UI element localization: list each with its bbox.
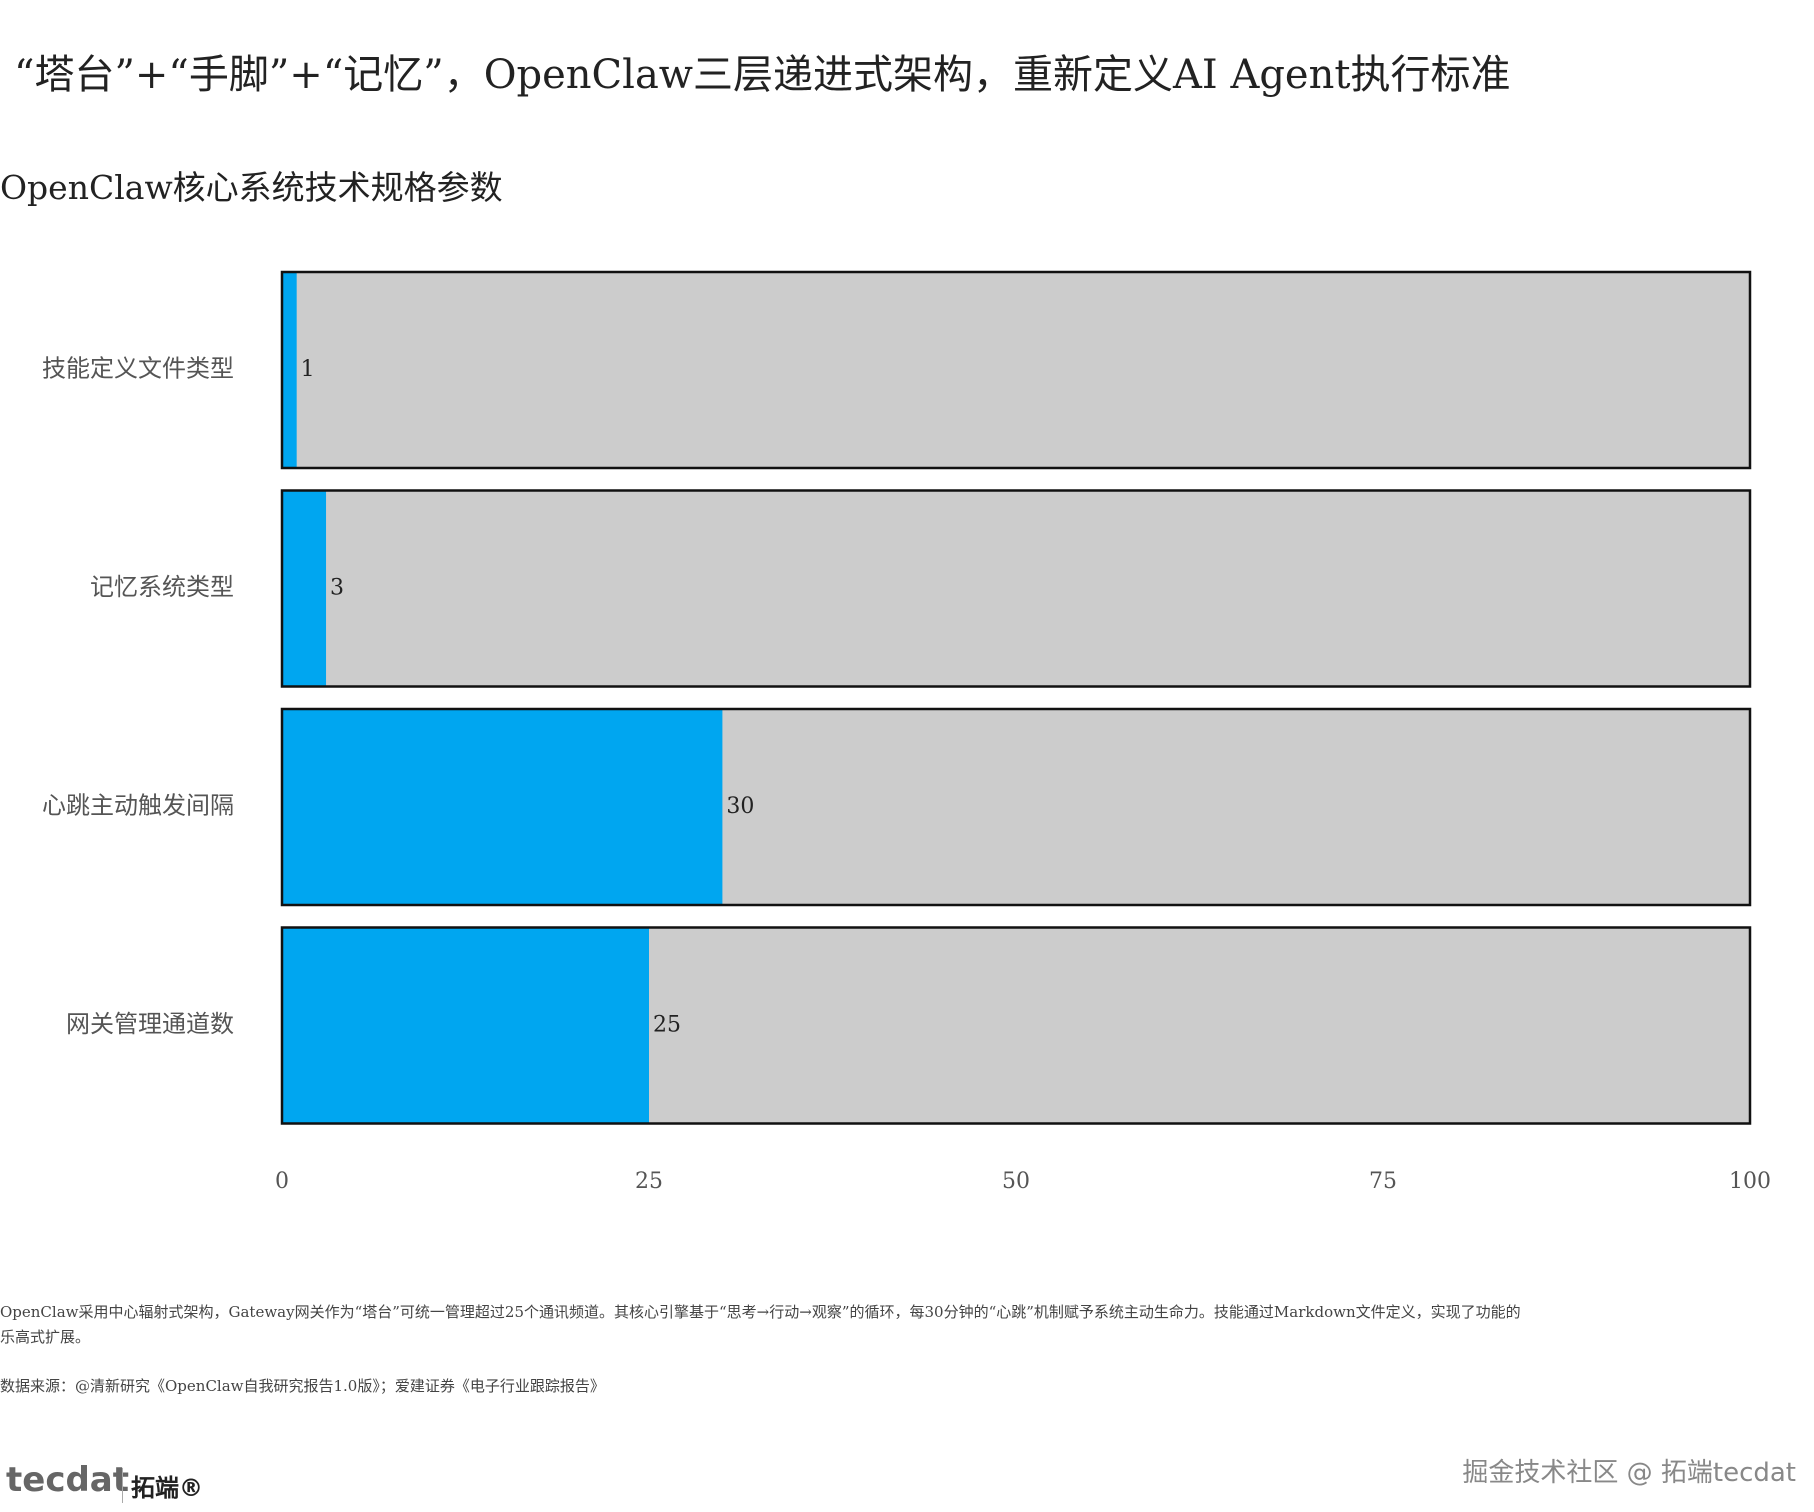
x-tick-label: 75: [1369, 1169, 1397, 1194]
logo-text: 拓端®: [122, 1468, 203, 1503]
bar-track: [282, 272, 1750, 468]
value-label: 1: [301, 357, 315, 382]
bar-border: [280, 489, 1752, 688]
x-tick-label: 25: [635, 1169, 663, 1194]
x-tick-label: 50: [1002, 1169, 1030, 1194]
source: 数据来源：@清新研究《OpenClaw自我研究报告1.0版》；爱建证券《电子行业…: [0, 1377, 605, 1395]
value-label: 30: [726, 794, 754, 819]
y-tick-label: 网关管理通道数: [66, 1010, 234, 1038]
value-label: 25: [653, 1013, 681, 1038]
y-tick-label: 记忆系统类型: [90, 573, 234, 601]
watermark: 掘金技术社区 @ 拓端tecdat: [1462, 1458, 1796, 1488]
bar-border: [280, 926, 1752, 1125]
y-tick-label: 技能定义文件类型: [42, 355, 234, 383]
y-tick-label: 心跳主动触发间隔: [42, 792, 234, 820]
chart: “塔台”+“手脚”+“记忆”，OpenClaw三层递进式架构，重新定义AI Ag…: [0, 52, 1771, 1194]
note: OpenClaw采用中心辐射式架构，Gateway网关作为“塔台”可统一管理超过…: [0, 1303, 1521, 1346]
bar-border: [280, 270, 1752, 470]
logo: tecdat: [6, 1460, 130, 1500]
chart-subtitle: OpenClaw核心系统技术规格参数: [0, 168, 503, 207]
chart-title: “塔台”+“手脚”+“记忆”，OpenClaw三层递进式架构，重新定义AI Ag…: [14, 52, 1510, 98]
x-tick-label: 100: [1729, 1169, 1771, 1194]
x-tick-label: 0: [275, 1169, 289, 1194]
bar: [282, 272, 297, 468]
bar: [282, 709, 723, 905]
bar-track: [282, 490, 1750, 687]
value-label: 3: [330, 576, 344, 601]
bar: [282, 927, 649, 1124]
bar-border: [280, 707, 1752, 907]
bar: [282, 490, 327, 687]
